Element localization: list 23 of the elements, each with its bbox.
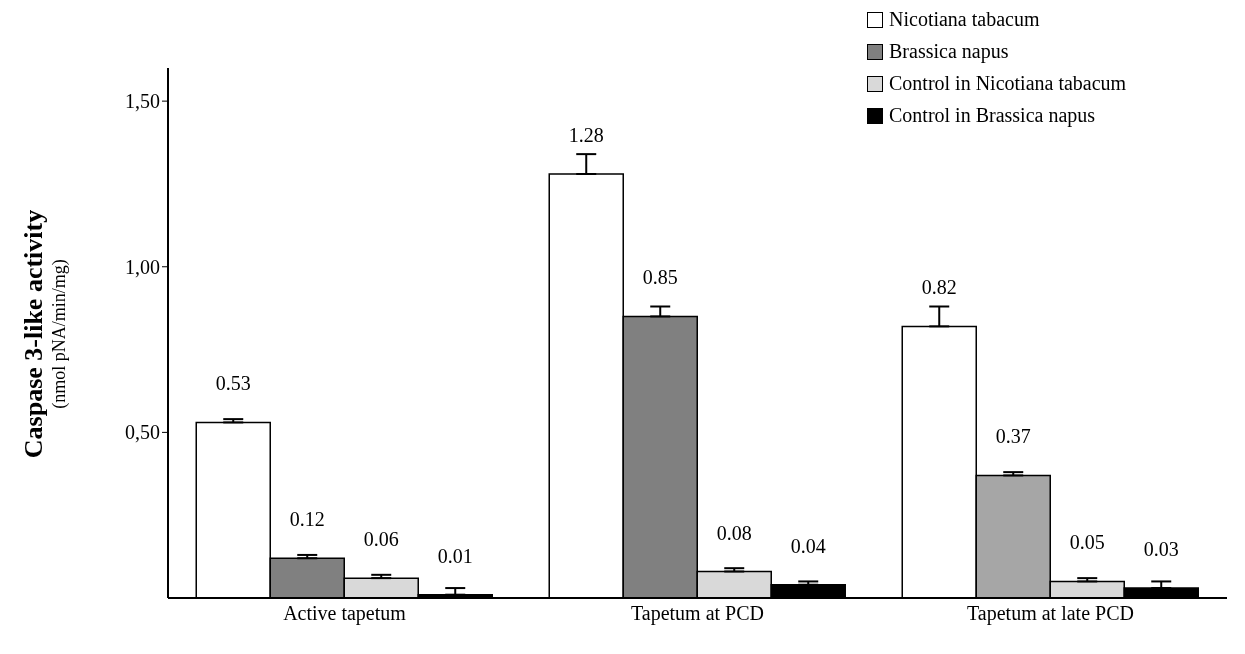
data-label: 0.82	[921, 276, 957, 299]
x-tick-label: Active tapetum	[283, 602, 407, 626]
legend-label: Nicotiana tabacum	[889, 8, 1040, 31]
data-label: 0.06	[363, 528, 399, 551]
y-tick-label: 1,00	[125, 255, 160, 278]
data-label: 0.05	[1069, 531, 1105, 554]
x-tick-label: Tapetum at PCD	[630, 602, 765, 626]
y-tick-label: 1,50	[125, 90, 160, 113]
data-label: 0.08	[716, 521, 752, 544]
legend-label: Control in Nicotiana tabacum	[889, 72, 1127, 95]
data-label: 0.53	[215, 372, 251, 395]
data-label: 0.04	[790, 534, 826, 557]
data-label: 1.28	[568, 124, 604, 146]
y-tick-label: 0,50	[125, 421, 160, 444]
legend-label: Brassica napus	[889, 40, 1009, 63]
y-axis-title: Caspase 3-like activity (nmol pNA/min/mg)	[18, 209, 70, 459]
legend-label: Control in Brassica napus	[889, 104, 1096, 127]
x-tick-label: Tapetum at late PCD	[967, 602, 1134, 626]
data-label: 0.37	[995, 425, 1031, 448]
data-label: 0.85	[642, 266, 678, 289]
data-label: 0.12	[289, 508, 325, 531]
data-label: 0.03	[1143, 538, 1179, 561]
data-label: 0.01	[437, 544, 473, 567]
